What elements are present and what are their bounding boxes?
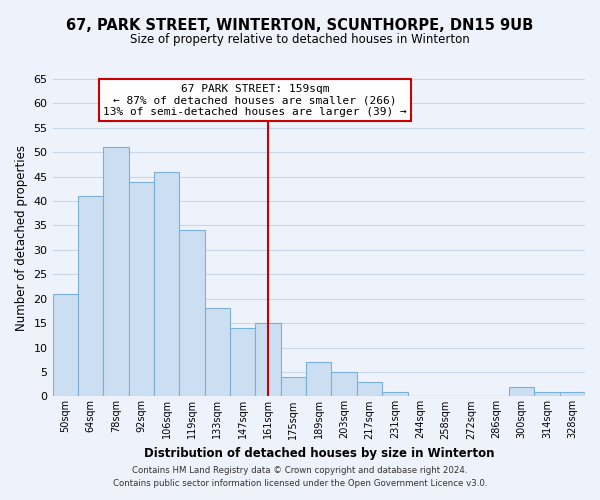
Bar: [78, 196, 103, 396]
Bar: [331, 372, 357, 396]
Text: Size of property relative to detached houses in Winterton: Size of property relative to detached ho…: [130, 32, 470, 46]
Bar: [53, 294, 78, 396]
Bar: [179, 230, 205, 396]
Bar: [230, 328, 256, 396]
Bar: [534, 392, 560, 396]
Bar: [205, 308, 230, 396]
Bar: [256, 323, 281, 396]
Bar: [154, 172, 179, 396]
Bar: [382, 392, 407, 396]
X-axis label: Distribution of detached houses by size in Winterton: Distribution of detached houses by size …: [143, 447, 494, 460]
Bar: [306, 362, 331, 396]
Bar: [357, 382, 382, 396]
Bar: [281, 377, 306, 396]
Y-axis label: Number of detached properties: Number of detached properties: [15, 144, 28, 330]
Bar: [509, 386, 534, 396]
Bar: [103, 148, 128, 396]
Text: 67 PARK STREET: 159sqm
← 87% of detached houses are smaller (266)
13% of semi-de: 67 PARK STREET: 159sqm ← 87% of detached…: [103, 84, 407, 117]
Text: Contains HM Land Registry data © Crown copyright and database right 2024.
Contai: Contains HM Land Registry data © Crown c…: [113, 466, 487, 487]
Text: 67, PARK STREET, WINTERTON, SCUNTHORPE, DN15 9UB: 67, PARK STREET, WINTERTON, SCUNTHORPE, …: [67, 18, 533, 32]
Bar: [560, 392, 585, 396]
Bar: [128, 182, 154, 396]
